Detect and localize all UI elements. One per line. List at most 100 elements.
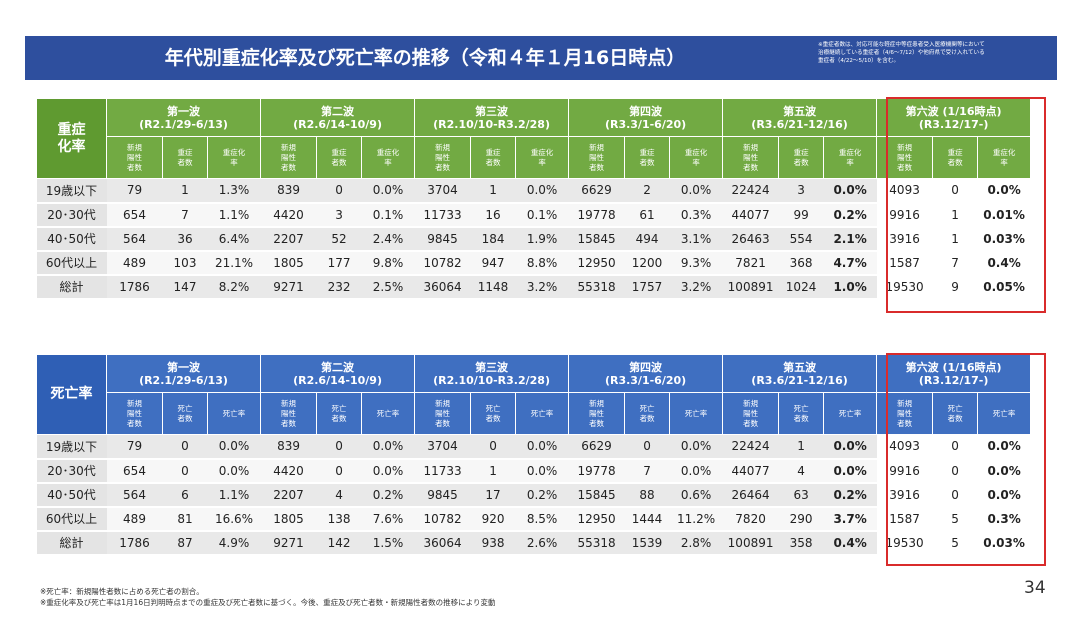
column-header: 死亡 者数 (624, 392, 671, 435)
wave-name: 第四波 (629, 360, 663, 374)
data-cell: 654 (106, 202, 163, 228)
data-cell: 0.1% (361, 202, 415, 228)
data-cell: 2207 (260, 226, 317, 252)
column-header: 新規 陽性 者数 (414, 136, 472, 179)
data-cell: 0.2% (823, 202, 877, 228)
table-row: 総計 1786 147 8.2% 9271 232 2.5% 36064 1148 3.2% 553… (36, 274, 1031, 300)
data-cell: 7 (624, 458, 670, 484)
column-header: 重症 者数 (316, 136, 363, 179)
wave-header: 第五波 (R3.6/21-12/16) (722, 354, 878, 393)
wave-header: 第一波 (R2.1/29-6/13) (105, 98, 262, 137)
data-cell: 0.05% (977, 274, 1031, 300)
data-cell: 489 (106, 250, 163, 276)
data-cell: 3.2% (515, 274, 569, 300)
data-cell: 0.0% (361, 178, 415, 204)
data-cell: 1587 (876, 250, 933, 276)
data-cell: 0.03% (977, 226, 1031, 252)
data-cell: 147 (162, 274, 208, 300)
wave-period: (R2.10/10-R3.2/28) (433, 373, 550, 387)
page-title: 年代別重症化率及び死亡率の推移（令和４年１月16日時点） (164, 47, 686, 69)
data-cell: 99 (778, 202, 824, 228)
data-cell: 19778 (568, 202, 625, 228)
column-header: 新規 陽性 者数 (106, 392, 163, 435)
title-banner: 年代別重症化率及び死亡率の推移（令和４年１月16日時点） ※重症者数は、対応可能… (25, 36, 1057, 80)
data-cell: 0.0% (823, 434, 877, 460)
data-cell: 17 (470, 482, 516, 508)
column-header: 重症化 率 (206, 136, 262, 179)
wave-header: 第六波 (1/16時点) (R3.12/17-) (876, 98, 1032, 137)
data-cell: 1587 (876, 506, 933, 532)
row-label: 40･50代 (36, 226, 107, 252)
data-cell: 22424 (722, 178, 779, 204)
data-cell: 61 (624, 202, 670, 228)
data-cell: 358 (778, 530, 824, 556)
data-cell: 1805 (260, 250, 317, 276)
table-row: 40･50代 564 6 1.1% 2207 4 0.2% 9845 17 0.2% 15845 88… (36, 482, 1031, 508)
data-cell: 4 (316, 482, 362, 508)
column-header: 死亡率 (823, 392, 878, 435)
data-cell: 0 (932, 482, 978, 508)
data-cell: 4.9% (207, 530, 261, 556)
data-cell: 2 (624, 178, 670, 204)
data-cell: 4093 (876, 434, 933, 460)
data-cell: 19530 (876, 274, 933, 300)
data-cell: 8.8% (515, 250, 569, 276)
data-cell: 1786 (106, 274, 163, 300)
table-row: 60代以上 489 103 21.1% 1805 177 9.8% 10782 947 8.8% 1… (36, 250, 1031, 276)
column-header: 重症 者数 (932, 136, 979, 179)
data-cell: 9271 (260, 274, 317, 300)
wave-header: 第二波 (R2.6/14-10/9) (260, 354, 416, 393)
data-cell: 0.01% (977, 202, 1031, 228)
data-cell: 1 (162, 178, 208, 204)
data-cell: 1.3% (207, 178, 261, 204)
column-header: 死亡 者数 (470, 392, 517, 435)
severe-table-label: 重症 化率 (36, 98, 107, 179)
data-cell: 1.5% (361, 530, 415, 556)
wave-period: (R3.12/17-) (918, 373, 989, 387)
data-cell: 16.6% (207, 506, 261, 532)
data-cell: 3.1% (669, 226, 723, 252)
data-cell: 4 (778, 458, 824, 484)
sixth-wave-highlight-severe (886, 97, 1046, 313)
column-header: 新規 陽性 者数 (106, 136, 163, 179)
wave-period: (R2.1/29-6/13) (139, 373, 228, 387)
wave-header: 第六波 (1/16時点) (R3.12/17-) (876, 354, 1032, 393)
note-line: 治療継続している重症者（4/6〜7/12）や他府県で受け入れている (818, 50, 985, 56)
data-cell: 6629 (568, 178, 625, 204)
data-cell: 19530 (876, 530, 933, 556)
data-cell: 3916 (876, 226, 933, 252)
data-cell: 9.3% (669, 250, 723, 276)
data-cell: 1200 (624, 250, 670, 276)
column-header: 新規 陽性 者数 (260, 392, 318, 435)
column-header: 新規 陽性 者数 (876, 136, 934, 179)
wave-name: 第六波 (1/16時点) (905, 104, 1002, 118)
data-cell: 12950 (568, 250, 625, 276)
data-cell: 1 (470, 458, 516, 484)
data-cell: 0 (470, 434, 516, 460)
data-cell: 3 (316, 202, 362, 228)
data-cell: 100891 (722, 274, 779, 300)
data-cell: 11733 (414, 202, 471, 228)
data-cell: 0.2% (515, 482, 569, 508)
data-cell: 0.0% (823, 178, 877, 204)
data-cell: 1805 (260, 506, 317, 532)
column-header: 重症化 率 (823, 136, 878, 179)
table-row: 19歳以下 79 0 0.0% 839 0 0.0% 3704 0 0.0% 6629 0 0.0% 22… (36, 434, 1031, 460)
data-cell: 2.1% (823, 226, 877, 252)
wave-name: 第一波 (167, 104, 201, 118)
column-header: 死亡 者数 (162, 392, 208, 435)
column-header: 重症 者数 (470, 136, 517, 179)
data-cell: 0.0% (361, 434, 415, 460)
row-label: 20･30代 (36, 458, 107, 484)
death-rate-table: 死亡率 第一波 (R2.1/29-6/13) 第二波 (R2.6/14-10/9) 第三波… (36, 354, 1032, 556)
column-header: 重症化 率 (515, 136, 570, 179)
data-cell: 1444 (624, 506, 670, 532)
data-cell: 0 (316, 434, 362, 460)
data-cell: 36064 (414, 274, 471, 300)
data-cell: 839 (260, 434, 317, 460)
data-cell: 2207 (260, 482, 317, 508)
wave-name: 第三波 (475, 104, 509, 118)
wave-name: 第三波 (475, 360, 509, 374)
data-cell: 554 (778, 226, 824, 252)
data-cell: 9916 (876, 202, 933, 228)
